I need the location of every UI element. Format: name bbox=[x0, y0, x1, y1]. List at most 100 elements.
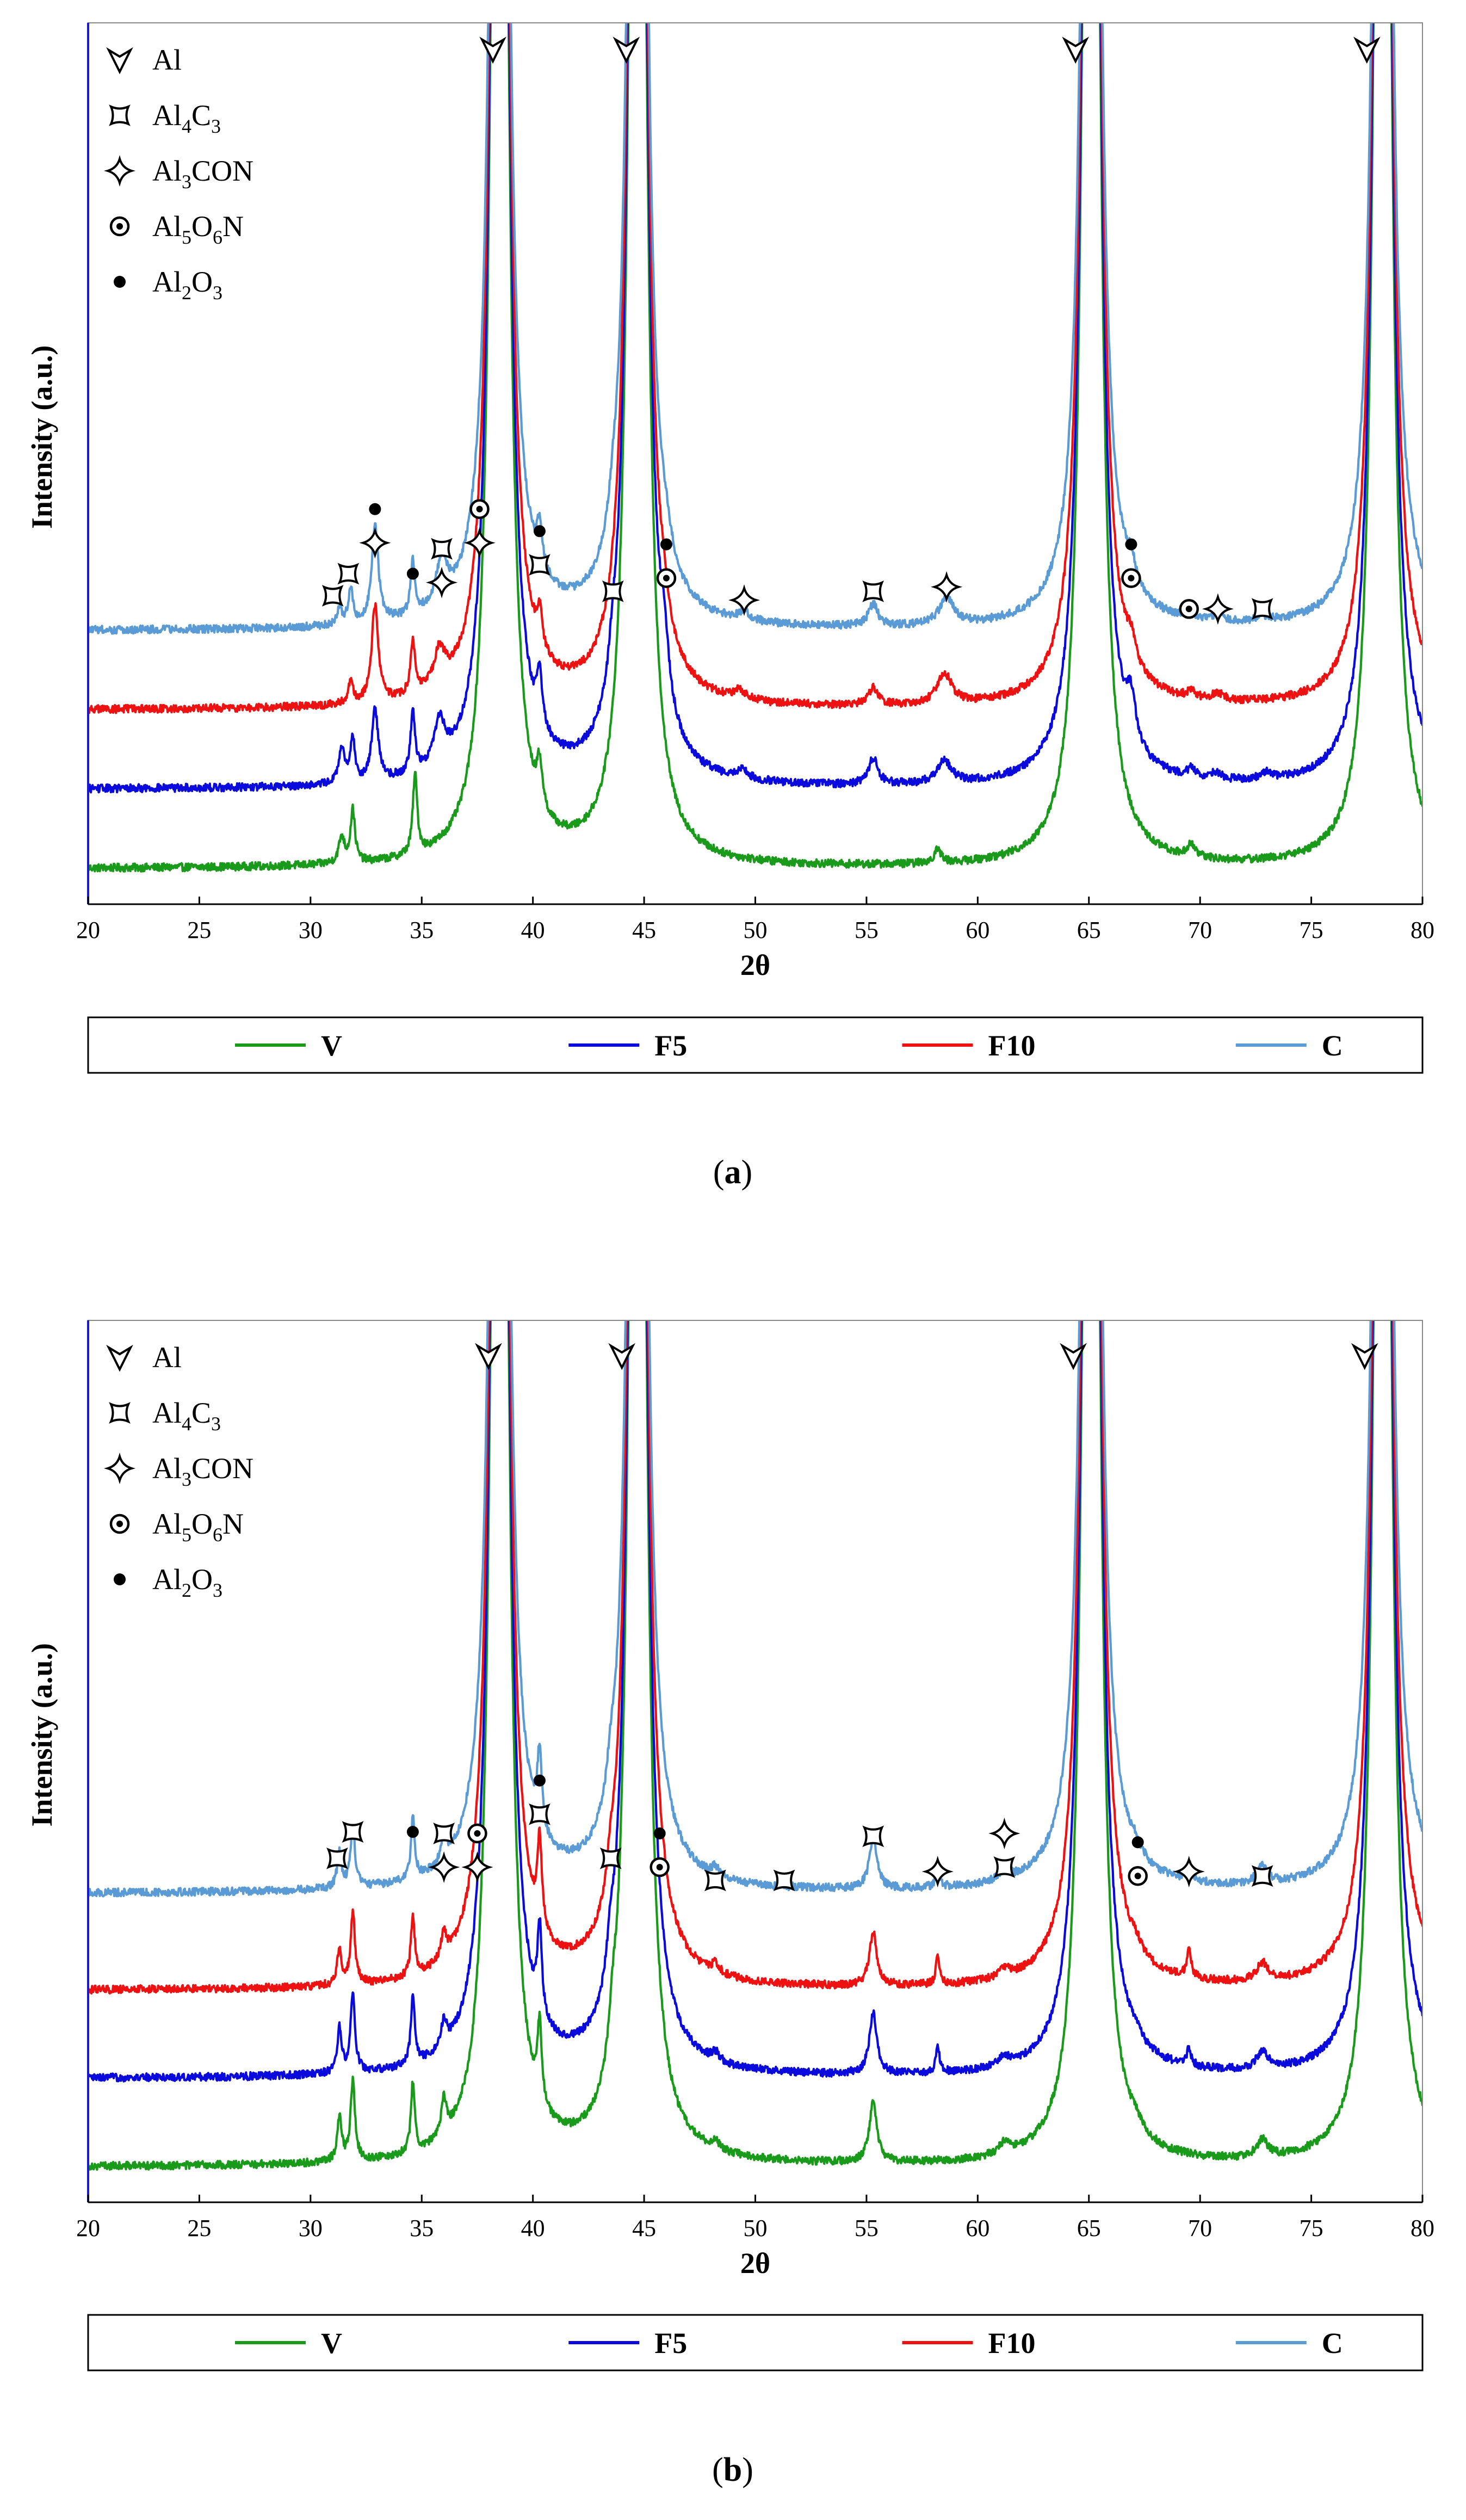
peak-marker-circledot-icon bbox=[1179, 599, 1199, 619]
legend-label-f10: F10 bbox=[988, 1029, 1036, 1062]
peak-marker-quadstar-icon bbox=[433, 1823, 455, 1844]
legend-label-f10: F10 bbox=[988, 2327, 1036, 2360]
arrowhead-icon bbox=[106, 47, 133, 75]
series-line-f10 bbox=[88, 1320, 1422, 1995]
series-line-f10 bbox=[88, 23, 1422, 714]
peak-marker-sparkle-icon bbox=[463, 527, 496, 559]
peak-marker-sparkle-icon bbox=[425, 566, 458, 598]
phase-label-al2o3: Al2O3 bbox=[152, 1563, 222, 1601]
panel-b-chart: 20 25 30 35 40 45 50 55 60 65 70 75 80 2θ Intensity (a… bbox=[26, 1320, 1434, 2488]
x-axis-title: 2θ bbox=[740, 2247, 770, 2280]
x-tick-label: 20 bbox=[76, 917, 100, 943]
x-tick-label: 35 bbox=[410, 2215, 434, 2241]
peak-marker-dot-icon bbox=[406, 567, 419, 580]
legend-label-c: C bbox=[1322, 2327, 1343, 2360]
peak-marker-arrowhead-icon bbox=[1351, 1343, 1378, 1370]
x-tick-label: 30 bbox=[299, 2215, 323, 2241]
x-tick-label: 75 bbox=[1300, 2215, 1323, 2241]
series-line-v bbox=[88, 23, 1422, 873]
peak-marker-dot-icon bbox=[369, 503, 381, 515]
peak-marker-sparkle-icon bbox=[1173, 1856, 1205, 1888]
series-group bbox=[88, 23, 1422, 873]
x-tick-label: 25 bbox=[187, 2215, 211, 2241]
peak-marker-dot-icon bbox=[660, 538, 672, 551]
peak-marker-quadstar-icon bbox=[342, 1821, 364, 1843]
circledot-icon bbox=[109, 216, 130, 237]
peak-marker-quadstar-icon bbox=[529, 1803, 550, 1825]
peak-marker-circledot-icon bbox=[650, 1857, 670, 1877]
peak-marker-arrowhead-icon bbox=[475, 1343, 502, 1370]
series-group bbox=[88, 1320, 1422, 2171]
legend-box bbox=[87, 2314, 1424, 2371]
arrowhead-icon bbox=[106, 1344, 133, 1372]
peak-marker-sparkle-icon bbox=[931, 571, 963, 603]
series-line-f5 bbox=[88, 1320, 1422, 2083]
peak-marker-circledot-icon bbox=[1128, 1866, 1148, 1886]
peak-marker-sparkle-icon bbox=[728, 584, 760, 616]
x-tick-label: 45 bbox=[632, 917, 656, 943]
peak-marker-sparkle-icon bbox=[988, 1817, 1020, 1850]
peak-marker-quadstar-icon bbox=[1251, 1865, 1273, 1887]
peak-marker-arrowhead-icon bbox=[608, 1343, 636, 1370]
peak-marker-arrowhead-icon bbox=[479, 36, 506, 64]
peak-marker-sparkle-icon bbox=[359, 527, 391, 559]
peak-marker-quadstar-icon bbox=[321, 585, 344, 607]
x-tick-label: 60 bbox=[966, 917, 989, 943]
peak-marker-arrowhead-icon bbox=[1353, 36, 1381, 64]
x-tick-label: 55 bbox=[855, 917, 879, 943]
peak-marker-sparkle-icon bbox=[461, 1851, 493, 1883]
x-tick-label: 80 bbox=[1411, 2215, 1434, 2241]
phase-label-al3con: Al3CON bbox=[152, 1452, 253, 1490]
peak-marker-dot-icon bbox=[1125, 538, 1137, 551]
peak-marker-dot-icon bbox=[653, 1827, 666, 1840]
x-tick-label: 45 bbox=[632, 2215, 656, 2241]
x-tick-label: 40 bbox=[521, 2215, 545, 2241]
sparkle-icon bbox=[103, 1452, 136, 1485]
legend-label-c: C bbox=[1322, 1029, 1343, 1062]
quadstar-icon bbox=[109, 104, 131, 126]
phase-label-al2o3: Al2O3 bbox=[152, 265, 222, 304]
quadstar-icon bbox=[109, 1402, 131, 1424]
peak-marker-circledot-icon bbox=[1121, 568, 1141, 588]
dot-icon bbox=[114, 1573, 126, 1585]
peak-marker-quadstar-icon bbox=[862, 580, 884, 602]
series-line-v bbox=[88, 1320, 1422, 2171]
x-tick-label: 70 bbox=[1188, 2215, 1212, 2241]
peak-marker-arrowhead-icon bbox=[1060, 1343, 1087, 1370]
x-tick-label: 70 bbox=[1188, 917, 1212, 943]
peak-marker-quadstar-icon bbox=[529, 554, 550, 576]
phase-label-al5o6n: Al5O6N bbox=[152, 210, 244, 248]
peak-marker-dot-icon bbox=[1131, 1836, 1144, 1849]
series-line-f5 bbox=[88, 23, 1422, 794]
peak-marker-circledot-icon bbox=[467, 1823, 487, 1844]
phase-label-al: Al bbox=[152, 1341, 182, 1374]
legend-label-f5: F5 bbox=[654, 1029, 687, 1062]
x-tick-label: 65 bbox=[1077, 2215, 1101, 2241]
phase-label-al3con: Al3CON bbox=[152, 155, 253, 193]
circledot-icon bbox=[109, 1514, 130, 1534]
series-line-c bbox=[88, 23, 1422, 635]
phase-label-al4c3: Al4C3 bbox=[152, 1397, 221, 1435]
x-tick-label: 65 bbox=[1077, 917, 1101, 943]
peak-marker-sparkle-icon bbox=[1202, 593, 1234, 625]
sparkle-icon bbox=[103, 155, 136, 187]
peak-marker-dot-icon bbox=[533, 525, 546, 538]
phase-label-al: Al bbox=[152, 44, 182, 76]
panel-a-chart: 20 25 30 35 40 45 50 55 60 65 70 75 80 2θ Intensity (a… bbox=[26, 22, 1434, 1191]
peak-marker-quadstar-icon bbox=[431, 538, 453, 560]
x-tick-label: 40 bbox=[521, 917, 545, 943]
x-tick-label: 30 bbox=[299, 917, 323, 943]
peak-marker-quadstar-icon bbox=[326, 1847, 348, 1869]
series-line-c bbox=[88, 1320, 1422, 1898]
peak-marker-quadstar-icon bbox=[993, 1856, 1016, 1878]
phase-label-al4c3: Al4C3 bbox=[152, 99, 221, 137]
panel-caption: (b) bbox=[712, 2451, 753, 2488]
x-tick-label: 80 bbox=[1411, 917, 1434, 943]
legend-label-v: V bbox=[321, 2327, 342, 2360]
x-tick-label: 50 bbox=[744, 917, 768, 943]
x-axis-title: 2θ bbox=[740, 949, 770, 981]
peak-marker-sparkle-icon bbox=[921, 1856, 954, 1888]
peak-marker-sparkle-icon bbox=[428, 1851, 460, 1883]
peak-marker-quadstar-icon bbox=[704, 1869, 726, 1892]
